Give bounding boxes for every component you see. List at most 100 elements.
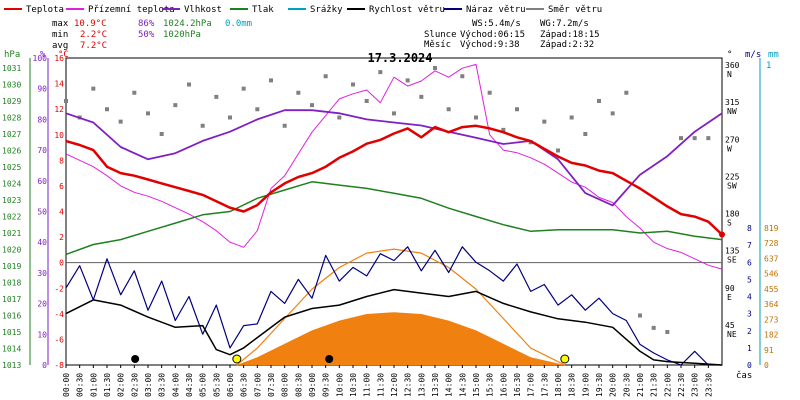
hpa-tick: 1013 xyxy=(2,361,21,370)
x-tick-label: 21:00 xyxy=(636,373,645,397)
legend-label-prizemni: Přízemní teplota xyxy=(88,5,175,15)
stats-max-rain: 0.0mm xyxy=(225,19,252,29)
hpa-tick: 1022 xyxy=(2,212,21,221)
info-sunrise: Východ:06:15 xyxy=(460,30,525,40)
info-moonrise: Východ:9:38 xyxy=(460,40,520,50)
ms-tick: 8 xyxy=(747,224,752,233)
dir-tick-name: N xyxy=(727,70,732,79)
wind-dir-point xyxy=(337,115,342,120)
plot-area xyxy=(64,63,725,366)
x-tick-label: 08:00 xyxy=(281,373,290,397)
x-tick-label: 06:00 xyxy=(226,373,235,397)
mm-tick: 91 xyxy=(764,346,774,355)
x-tick-label: 03:30 xyxy=(158,373,167,397)
wind-dir-point xyxy=(610,111,615,116)
x-tick-label: 00:00 xyxy=(62,373,71,397)
x-tick-label: 14:00 xyxy=(445,373,454,397)
temperature-line xyxy=(65,124,723,236)
legend-label-smer: Směr větru xyxy=(548,5,602,15)
wind-dir-point xyxy=(419,94,424,99)
mm-tick: 637 xyxy=(764,254,779,263)
wind-dir-point xyxy=(255,107,260,112)
c-tick: 14 xyxy=(54,80,64,89)
mm-tick: 364 xyxy=(764,300,779,309)
x-tick-label: 16:30 xyxy=(513,373,522,397)
mm-tick: 728 xyxy=(764,239,779,248)
wind-dir-point xyxy=(392,111,396,116)
wind-dir-point xyxy=(173,103,178,108)
hpa-tick: 1017 xyxy=(2,295,21,304)
x-tick-label: 12:30 xyxy=(404,373,413,397)
stats-max-temp: 10.9°C xyxy=(74,19,107,29)
legend-label-rychlost: Rychlost větru xyxy=(369,5,445,15)
x-tick-label: 09:00 xyxy=(308,373,317,397)
solar-area xyxy=(236,312,565,365)
wind-dir-point xyxy=(64,99,68,103)
hpa-tick: 1015 xyxy=(2,328,21,337)
c-tick: 6 xyxy=(59,182,64,191)
c-tick: 0 xyxy=(59,259,64,268)
c-tick: -2 xyxy=(54,284,64,293)
wind-dir-point xyxy=(282,123,287,128)
dir-tick-name: NW xyxy=(727,107,737,116)
wind-dir-point xyxy=(706,136,711,141)
pressure-line xyxy=(65,181,723,256)
info-ws: WS:5.4m/s xyxy=(472,19,521,29)
x-tick-label: 14:30 xyxy=(458,373,467,397)
wind-dir-point xyxy=(597,99,601,103)
info-sun-label: Slunce xyxy=(424,30,457,40)
wind-dir-point xyxy=(474,115,478,120)
x-tick-label: 03:00 xyxy=(144,373,153,397)
sun-arc-line xyxy=(236,248,566,366)
x-tick-label: 16:00 xyxy=(499,373,508,397)
hpa-tick: 1014 xyxy=(2,344,21,353)
x-tick-label: 22:30 xyxy=(677,373,686,397)
wind-dir-point xyxy=(665,330,670,334)
hpa-tick: 1027 xyxy=(2,130,21,139)
dir-tick-name: SW xyxy=(727,181,737,190)
stats-avg-temp: 7.2°C xyxy=(80,41,107,51)
wind-dir-point xyxy=(118,119,123,124)
x-tick-label: 10:30 xyxy=(349,373,358,397)
c-tick: 4 xyxy=(59,208,64,217)
left-axes: 1031103010291028102710261025102410231022… xyxy=(2,54,67,370)
ms-tick: 7 xyxy=(747,241,752,250)
x-tick-label: 01:00 xyxy=(89,373,98,397)
wind-dir-point xyxy=(323,74,328,79)
hpa-tick: 1018 xyxy=(2,278,21,287)
wind-dir-point xyxy=(105,107,109,112)
x-tick-label: 04:00 xyxy=(171,373,180,397)
pct-tick: 10 xyxy=(37,330,47,339)
x-tick-label: 15:30 xyxy=(486,373,495,397)
info-moonset: Západ:2:32 xyxy=(540,40,594,50)
dir-tick-deg: 90 xyxy=(725,284,735,293)
wind-dir-point xyxy=(460,74,465,79)
x-tick-label: 18:30 xyxy=(568,373,577,397)
dir-tick-deg: 315 xyxy=(725,98,740,107)
stats-max-label: max xyxy=(52,19,69,29)
x-axis: 00:00 00:30 01:00 01:30 02:00 02:30 03:00 03:30… xyxy=(62,365,713,397)
wind-dir-point xyxy=(446,107,451,112)
wind-dir-point xyxy=(241,86,246,91)
x-tick-label: 00:30 xyxy=(76,373,85,397)
hpa-tick: 1029 xyxy=(2,97,21,106)
dir-tick-name: W xyxy=(727,144,732,153)
x-tick-label: 11:30 xyxy=(376,373,385,397)
x-tick-label: 06:30 xyxy=(240,373,249,397)
ms-tick: 6 xyxy=(747,258,752,267)
dir-tick-name: NE xyxy=(727,330,737,339)
mm-tick: 0 xyxy=(764,361,769,370)
ground-temp-line xyxy=(65,63,723,270)
dir-tick-deg: 180 xyxy=(725,210,740,219)
legend-label-naraz: Náraz větru xyxy=(466,5,526,15)
x-tick-label: 19:30 xyxy=(595,373,604,397)
ms-tick: 0 xyxy=(747,361,752,370)
unit-hpa: hPa xyxy=(4,50,20,60)
x-tick-label: 12:00 xyxy=(390,373,399,397)
x-tick-label: 07:00 xyxy=(253,373,262,397)
wind-dir-point xyxy=(269,78,273,83)
stats-min-temp: 2.2°C xyxy=(80,30,107,40)
stats-max-press: 1024.2hPa xyxy=(163,19,212,29)
unit-pct: % xyxy=(40,50,46,60)
wind-dir-point xyxy=(556,148,560,153)
